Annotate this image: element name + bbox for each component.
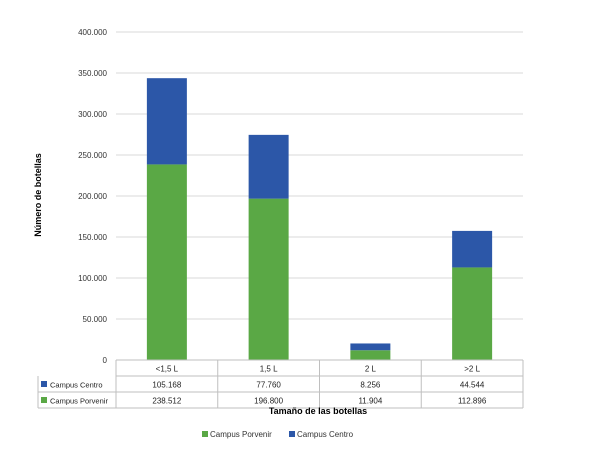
y-tick-label: 250.000 bbox=[78, 151, 107, 160]
x-tick-label: <1,5 L bbox=[156, 365, 179, 374]
bar-campus-porvenir bbox=[350, 350, 391, 360]
table-series-label: Campus Centro bbox=[50, 381, 103, 390]
table-series-label: Campus Porvenir bbox=[50, 397, 108, 406]
bar-campus-porvenir bbox=[452, 267, 493, 360]
data-label: 238.512 bbox=[152, 397, 181, 406]
data-label: 105.168 bbox=[152, 381, 181, 390]
data-label: 8.256 bbox=[360, 381, 381, 390]
legend-key bbox=[41, 397, 47, 403]
legend-key bbox=[41, 381, 47, 387]
y-tick-label: 200.000 bbox=[78, 192, 107, 201]
y-tick-label: 0 bbox=[103, 356, 108, 365]
legend-swatch bbox=[289, 431, 295, 437]
y-tick-label: 350.000 bbox=[78, 69, 107, 78]
bar-campus-centro bbox=[248, 134, 289, 199]
y-tick-label: 300.000 bbox=[78, 110, 107, 119]
x-axis-label: Tamaño de las botellas bbox=[269, 406, 367, 416]
y-axis-ticks: 0 50.000 100.000 150.000 200.000 250.000 300.0… bbox=[78, 28, 107, 365]
y-tick-label: 150.000 bbox=[78, 233, 107, 242]
data-label: 77.760 bbox=[256, 381, 281, 390]
bar-campus-centro bbox=[146, 78, 187, 165]
legend-label: Campus Porvenir bbox=[210, 430, 272, 439]
bar-campus-centro bbox=[350, 343, 391, 351]
x-tick-label: 2 L bbox=[365, 365, 377, 374]
data-label: 196.800 bbox=[254, 397, 283, 406]
y-tick-label: 400.000 bbox=[78, 28, 107, 37]
data-label: 11.904 bbox=[358, 397, 382, 406]
x-tick-label: 1,5 L bbox=[260, 365, 278, 374]
data-label: 112.896 bbox=[458, 397, 487, 406]
legend: Campus Porvenir Campus Centro bbox=[202, 430, 354, 439]
y-tick-label: 50.000 bbox=[83, 315, 108, 324]
legend-label: Campus Centro bbox=[297, 430, 354, 439]
y-tick-label: 100.000 bbox=[78, 274, 107, 283]
data-label: 44.544 bbox=[460, 381, 485, 390]
bar-campus-centro bbox=[452, 230, 493, 268]
y-axis-label: Número de botellas bbox=[33, 153, 43, 237]
x-tick-label: >2 L bbox=[464, 365, 480, 374]
bars bbox=[146, 78, 493, 360]
bar-campus-porvenir bbox=[146, 164, 187, 360]
legend-swatch bbox=[202, 431, 208, 437]
data-table: <1,5 L 1,5 L 2 L >2 L Campus Centro 105.168 77… bbox=[37, 359, 524, 409]
bar-campus-porvenir bbox=[248, 198, 289, 360]
